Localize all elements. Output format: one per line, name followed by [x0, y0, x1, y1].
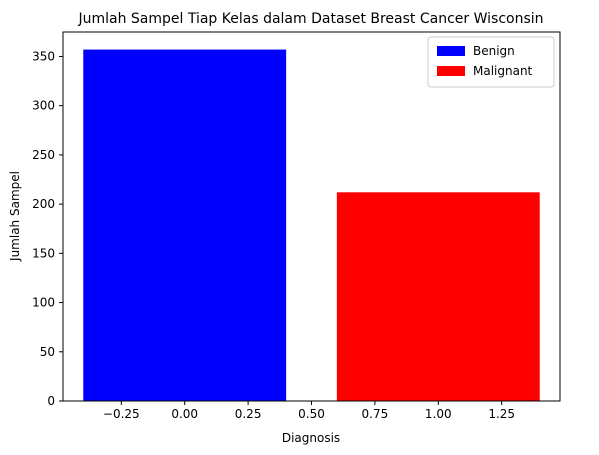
bars-layer: [83, 49, 540, 401]
legend: Benign Malignant: [427, 36, 555, 88]
legend-label-malignant: Malignant: [473, 64, 533, 78]
y-tick-label: 300: [32, 99, 55, 113]
y-tick-label: 50: [40, 345, 55, 359]
legend-swatch-benign: [437, 46, 465, 56]
y-tick-label: 150: [32, 246, 55, 260]
y-tick-label: 250: [32, 148, 55, 162]
x-tick-label: 0.00: [171, 407, 198, 421]
x-tick-label: −0.25: [103, 407, 140, 421]
bar-malignant: [336, 192, 540, 401]
y-tick-label: 200: [32, 197, 55, 211]
x-axis-label: Diagnosis: [282, 431, 340, 445]
y-axis-label: Jumlah Sampel: [8, 171, 22, 262]
chart-title: Jumlah Sampel Tiap Kelas dalam Dataset B…: [77, 11, 543, 27]
x-tick-label: 0.50: [298, 407, 325, 421]
x-tick-label: 1.25: [488, 407, 515, 421]
y-tick-label: 350: [32, 49, 55, 63]
x-tick-label: 0.25: [235, 407, 262, 421]
legend-swatch-malignant: [437, 66, 465, 76]
y-tick-label: 100: [32, 296, 55, 310]
axes-layer: −0.25 0.00 0.25 0.50 0.75 1.00 1.25 0 50 100 150 20…: [32, 31, 561, 421]
x-tick-label: 1.00: [425, 407, 452, 421]
x-tick-label: 0.75: [362, 407, 389, 421]
legend-label-benign: Benign: [473, 44, 515, 58]
y-tick-label: 0: [47, 394, 55, 408]
bar-benign: [83, 49, 287, 401]
